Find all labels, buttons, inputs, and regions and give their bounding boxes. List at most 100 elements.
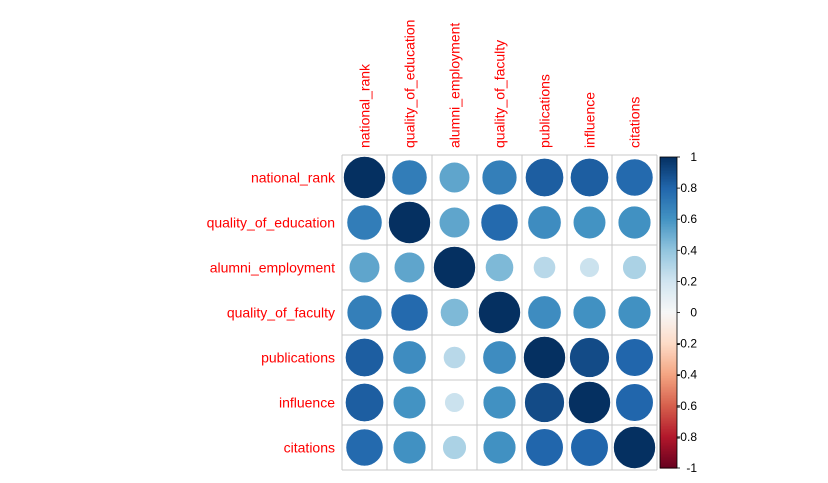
corr-circle-influence-quality_of_faculty bbox=[482, 385, 517, 420]
corr-circle-alumni_employment-quality_of_faculty bbox=[485, 253, 514, 282]
colorbar-segment bbox=[660, 318, 677, 321]
colorbar-segment bbox=[660, 237, 677, 241]
colorbar-segment bbox=[660, 183, 677, 186]
row-label-influence: influence bbox=[279, 395, 335, 411]
colorbar-segment bbox=[660, 335, 677, 338]
corr-circle-publications-national_rank bbox=[345, 338, 384, 377]
colorbar-segment bbox=[660, 205, 677, 208]
colorbar-segment bbox=[660, 450, 677, 454]
colorbar-segment bbox=[660, 390, 677, 393]
colorbar-segment bbox=[660, 345, 677, 348]
colorbar-segment bbox=[660, 351, 677, 354]
colorbar-segment bbox=[660, 309, 677, 312]
colorbar-segment bbox=[660, 273, 677, 276]
colorbar-segment bbox=[660, 194, 677, 197]
corr-circle-quality_of_faculty-quality_of_faculty bbox=[478, 291, 521, 334]
colorbar-segment bbox=[660, 216, 677, 219]
corr-circle-national_rank-quality_of_faculty bbox=[481, 159, 518, 196]
colorbar-segment bbox=[660, 444, 677, 447]
colorbar-segment bbox=[660, 250, 677, 253]
corr-circle-alumni_employment-influence bbox=[579, 257, 600, 278]
colorbar-segment bbox=[660, 203, 677, 206]
corr-circle-publications-publications bbox=[523, 336, 566, 379]
colorbar-segment bbox=[660, 356, 677, 359]
row-label-quality_of_faculty: quality_of_faculty bbox=[227, 305, 335, 321]
colorbar-segment bbox=[660, 220, 677, 223]
colorbar-segment bbox=[660, 426, 677, 429]
colorbar-segment bbox=[660, 292, 677, 295]
colorbar-segment bbox=[660, 429, 677, 432]
colorbar-segment bbox=[660, 181, 677, 185]
colorbar-segment bbox=[660, 171, 677, 174]
colorbar-tick-label: -0.2 bbox=[676, 337, 697, 351]
colorbar-segment bbox=[660, 366, 677, 370]
colorbar-segment bbox=[660, 464, 677, 468]
corr-circle-quality_of_faculty-alumni_employment bbox=[440, 298, 469, 327]
corr-circle-quality_of_faculty-quality_of_education bbox=[390, 293, 429, 332]
colorbar-segment bbox=[660, 388, 677, 391]
row-label-publications: publications bbox=[261, 350, 335, 366]
colorbar-segment bbox=[660, 256, 677, 259]
colorbar-segment bbox=[660, 436, 677, 440]
colorbar-segment bbox=[660, 317, 677, 320]
colorbar-segment bbox=[660, 328, 677, 331]
column-labels: national_rank quality_of_education alumni_… bbox=[357, 20, 643, 148]
corr-circle-national_rank-alumni_employment bbox=[438, 161, 471, 194]
colorbar-segment bbox=[660, 284, 677, 287]
colorbar-segment bbox=[660, 164, 677, 167]
colorbar-segment bbox=[660, 236, 677, 239]
column-label-quality_of_faculty: quality_of_faculty bbox=[492, 40, 508, 148]
colorbar-segment bbox=[660, 454, 677, 457]
corr-circle-quality_of_education-quality_of_education bbox=[388, 201, 431, 244]
colorbar-segment bbox=[660, 275, 677, 278]
colorbar-segment bbox=[660, 405, 677, 408]
colorbar-segment bbox=[660, 158, 677, 161]
column-label-national_rank: national_rank bbox=[357, 63, 373, 148]
colorbar-segment bbox=[660, 208, 677, 211]
corr-circle-quality_of_education-publications bbox=[527, 205, 562, 240]
corr-circle-alumni_employment-citations bbox=[622, 255, 647, 280]
corr-circle-national_rank-influence bbox=[570, 158, 609, 197]
colorbar-segment bbox=[660, 430, 677, 433]
colorbar-segment bbox=[660, 161, 677, 164]
corr-circle-citations-quality_of_education bbox=[392, 430, 427, 465]
colorbar-segment bbox=[660, 334, 677, 337]
colorbar-segment bbox=[660, 219, 677, 222]
colorbar-segment bbox=[660, 279, 677, 282]
colorbar-segment bbox=[660, 438, 677, 441]
colorbar-segment bbox=[660, 157, 677, 160]
colorbar-segment bbox=[660, 160, 677, 163]
corr-circle-national_rank-publications bbox=[525, 158, 564, 197]
column-label-publications: publications bbox=[537, 74, 553, 148]
colorbar-segment bbox=[660, 332, 677, 335]
colorbar-segment bbox=[660, 262, 677, 265]
colorbar-segment bbox=[660, 373, 677, 376]
colorbar-segment bbox=[660, 290, 677, 293]
corr-circle-influence-national_rank bbox=[345, 383, 384, 422]
colorbar-segment bbox=[660, 455, 677, 458]
corr-circle-quality_of_education-citations bbox=[617, 205, 652, 240]
colorbar-segment bbox=[660, 432, 677, 435]
colorbar-segment bbox=[660, 211, 677, 214]
colorbar-segment bbox=[660, 282, 677, 286]
colorbar-segment bbox=[660, 261, 677, 264]
colorbar-tick-label: -0.8 bbox=[676, 430, 697, 444]
colorbar-segment bbox=[660, 321, 677, 324]
colorbar-segment bbox=[660, 458, 677, 461]
corr-circle-national_rank-citations bbox=[615, 158, 654, 197]
row-label-quality_of_education: quality_of_education bbox=[207, 215, 335, 231]
colorbar-segment bbox=[660, 391, 677, 394]
colorbar-segment bbox=[660, 245, 677, 248]
corr-circle-citations-national_rank bbox=[345, 428, 384, 467]
colorbar-segment bbox=[660, 166, 677, 169]
colorbar-tick-label: 0.2 bbox=[680, 274, 697, 288]
colorbar-segment bbox=[660, 413, 677, 416]
colorbar-segment bbox=[660, 443, 677, 446]
colorbar-segment bbox=[660, 357, 677, 360]
colorbar-tick-label: -0.4 bbox=[676, 368, 697, 382]
colorbar-segment bbox=[660, 338, 677, 342]
colorbar-segment bbox=[660, 163, 677, 166]
colorbar-segment bbox=[660, 304, 677, 307]
colorbar-segment bbox=[660, 242, 677, 245]
